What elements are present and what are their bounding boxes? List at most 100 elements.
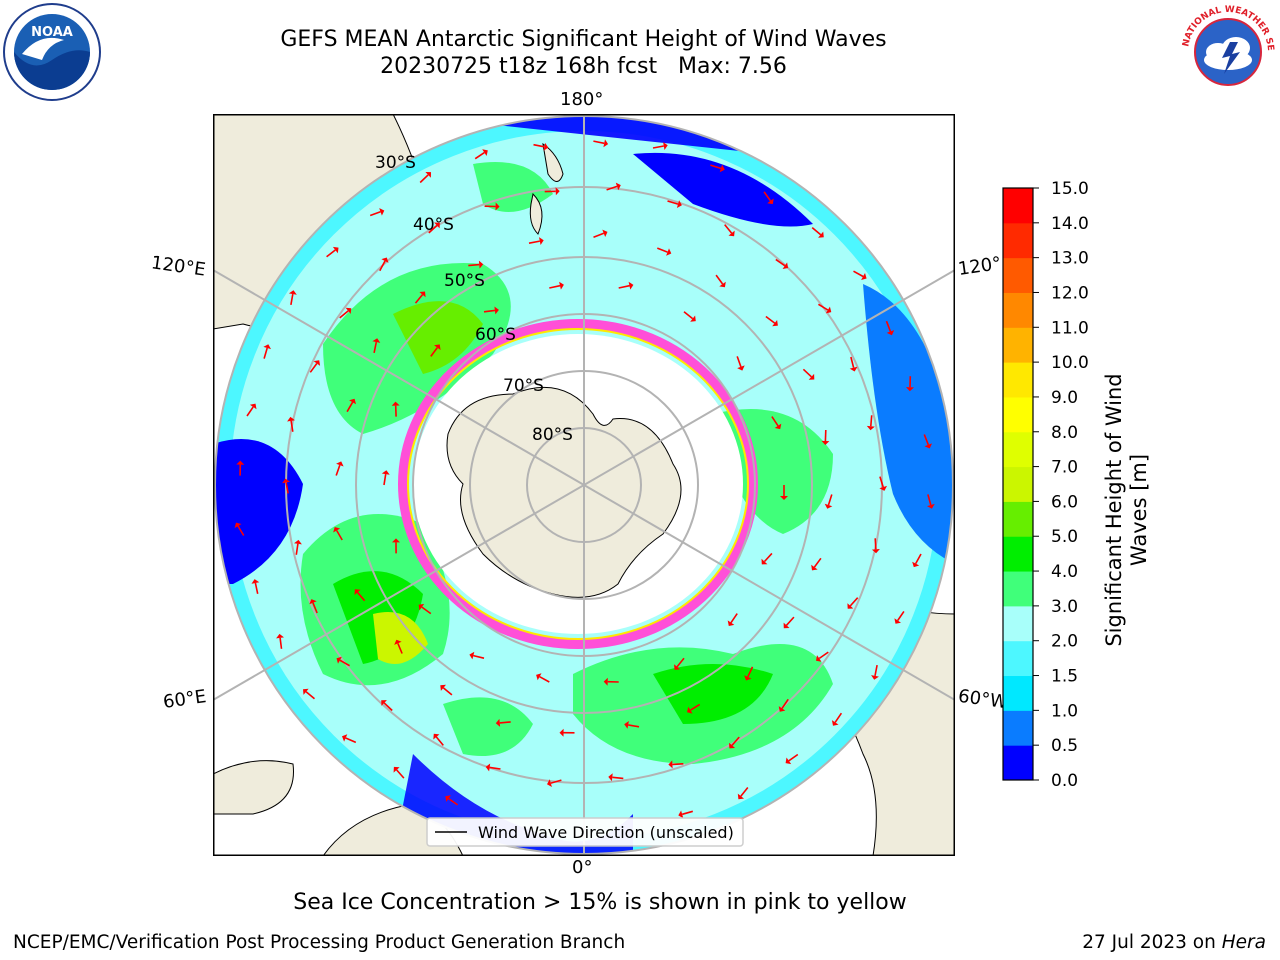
wind-arrow-shaft — [771, 416, 779, 427]
colorbar-tick-label: 1.0 — [1051, 701, 1078, 721]
colorbar-block — [1003, 257, 1033, 293]
wind-arrow-head — [821, 440, 830, 445]
wind-arrow-head — [676, 200, 682, 208]
wind-arrow-shaft — [593, 140, 605, 145]
legend-label: Wind Wave Direction (unscaled) — [478, 823, 734, 842]
colorbar-block — [1003, 466, 1033, 502]
wind-arrow-head — [912, 561, 920, 568]
footer-date-text: 27 Jul 2023 on — [1082, 932, 1216, 953]
wind-arrow-shaft — [246, 406, 254, 417]
wind-arrow-head — [336, 656, 342, 664]
wind-arrow-shaft — [290, 420, 294, 432]
wind-arrow-head — [886, 330, 895, 336]
wind-arrow-shaft — [853, 270, 864, 278]
wind-arrow-shaft — [539, 675, 550, 683]
wind-arrow-shaft — [740, 786, 749, 797]
wind-arrow-shaft — [336, 530, 343, 541]
wind-arrow-head — [861, 273, 867, 280]
wind-arrow-head — [309, 599, 317, 605]
wind-arrow-shaft — [724, 224, 733, 234]
wind-arrow-shaft — [885, 320, 892, 332]
wind-arrow-head — [906, 387, 914, 392]
wind-arrow-head — [559, 281, 564, 290]
wind-arrow-head — [727, 620, 735, 626]
wind-arrow-shaft — [730, 613, 738, 624]
wind-arrow-shaft — [676, 657, 685, 668]
wind-arrow-shaft — [731, 736, 740, 746]
wind-arrow-head — [434, 222, 440, 229]
colorbar-block — [1003, 396, 1033, 433]
colorbar-tick-label: 12.0 — [1051, 283, 1089, 303]
wind-arrow-head — [354, 589, 361, 595]
colorbar-block — [1003, 292, 1033, 328]
wind-arrow-shaft — [667, 200, 679, 205]
wind-arrow-shaft — [657, 247, 668, 253]
colorbar-block — [1003, 536, 1033, 572]
colorbar-tick-label: 0.5 — [1051, 736, 1078, 756]
meridian-label-120e: 120°E — [149, 252, 207, 281]
wind-arrow-head — [349, 398, 356, 405]
wind-arrow-shaft — [396, 769, 405, 779]
parallel-label-50s: 50°S — [444, 271, 485, 291]
parallel-label-60s: 60°S — [475, 325, 516, 345]
wind-arrow-head — [761, 558, 768, 565]
colorbar-tick-label: 2.0 — [1051, 632, 1078, 652]
wind-arrow-head — [831, 720, 839, 726]
colorbar-tick-label: 4.0 — [1051, 562, 1078, 582]
colorbar-block — [1003, 710, 1033, 746]
parallel-label-70s: 70°S — [503, 376, 544, 396]
wind-arrow-shaft — [499, 721, 511, 724]
wind-arrow-head — [547, 779, 552, 787]
colorbar-tick-label: 15.0 — [1051, 180, 1089, 199]
colorbar-block — [1003, 640, 1033, 677]
wind-arrow-shaft — [689, 703, 701, 711]
wind-arrow-head — [785, 757, 792, 765]
wind-arrow-shaft — [813, 557, 822, 568]
map-subtitle: 20230725 t18z 168h fcst Max: 7.56 — [380, 54, 787, 79]
wind-arrow-head — [927, 503, 935, 509]
wind-arrow-shaft — [763, 191, 772, 202]
wind-arrow-shaft — [879, 476, 884, 488]
wind-arrow-head — [603, 139, 609, 148]
colorbar-block — [1003, 571, 1033, 607]
wind-arrow-shaft — [765, 315, 776, 324]
wind-arrow-head — [425, 172, 431, 178]
footer-host: Hera — [1221, 932, 1266, 953]
sea-ice-note: Sea Ice Concentration > 15% is shown in … — [0, 890, 1280, 915]
colorbar-tick-label: 5.0 — [1051, 527, 1078, 547]
wind-arrow-shaft — [672, 763, 684, 766]
wind-arrow-shaft — [428, 224, 438, 234]
map-legend: Wind Wave Direction (unscaled) — [426, 817, 744, 847]
wind-arrow-head — [772, 320, 778, 327]
wind-arrow-shaft — [870, 415, 873, 427]
wind-arrow-shaft — [849, 597, 859, 607]
wind-arrow-head — [924, 443, 932, 449]
noaa-logo: NOAA — [3, 3, 101, 101]
wind-arrow-shaft — [263, 347, 268, 359]
wind-arrow-shaft — [628, 724, 640, 728]
wind-arrow-head — [342, 734, 348, 742]
wind-arrow-head — [294, 539, 302, 545]
new-zealand — [529, 142, 564, 235]
wind-arrow-head — [536, 673, 542, 681]
wind-wave-arrows — [234, 139, 935, 819]
wind-arrow-shaft — [379, 260, 386, 272]
wind-arrow-head — [345, 307, 352, 314]
wind-arrow-head — [847, 603, 854, 609]
wind-arrow-head — [624, 721, 629, 729]
wind-arrow-shaft — [775, 258, 786, 267]
wind-arrow-head — [663, 142, 668, 150]
wind-arrow-head — [495, 718, 501, 727]
wind-arrow-shaft — [312, 602, 318, 614]
wind-arrow-shaft — [850, 356, 855, 368]
wind-arrow-shaft — [356, 591, 366, 602]
wind-arrow-shaft — [442, 687, 453, 696]
wind-arrow-shaft — [818, 651, 829, 660]
meridian-label-180: 180° — [560, 89, 604, 110]
wind-arrow-head — [478, 260, 484, 269]
colorbar-tick-label: 14.0 — [1051, 214, 1089, 234]
wind-arrow-shaft — [874, 538, 877, 550]
colorbar-block — [1003, 222, 1033, 259]
colorbar-tick-label: 10.0 — [1051, 353, 1089, 373]
wind-arrow-shaft — [290, 293, 294, 306]
